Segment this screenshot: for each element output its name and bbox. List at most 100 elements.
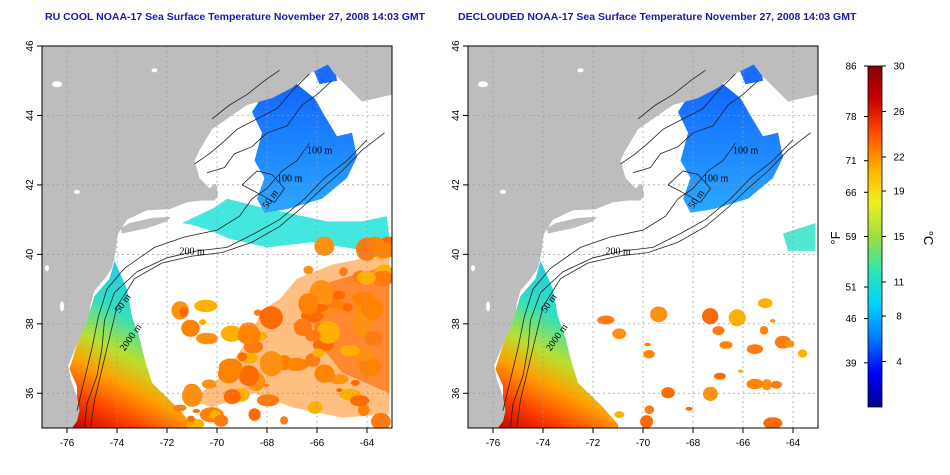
celsius-tick-label: 11 xyxy=(894,277,905,288)
fahrenheit-unit-label: °F xyxy=(828,231,843,244)
celsius-tick-label: 22 xyxy=(893,152,905,163)
lon-tick-label: -74 xyxy=(536,438,551,449)
sst-patch xyxy=(797,349,808,358)
sst-shelf-cyan xyxy=(783,223,816,251)
sst-patch xyxy=(372,270,392,287)
temperature-colorbar: 30 26 22 19 15 11 8 4 86 78 71 66 59 51 46 39 °F °C xyxy=(828,62,936,408)
sst-patch xyxy=(213,414,229,427)
sst-patch xyxy=(784,340,795,348)
sst-patch xyxy=(181,319,200,337)
depth-contour xyxy=(516,132,811,427)
lat-tick-label: 42 xyxy=(25,179,36,191)
sst-patch xyxy=(223,389,241,405)
sst-patch xyxy=(238,365,260,386)
fahrenheit-tick-label: 71 xyxy=(845,156,857,167)
depth-contour xyxy=(502,142,736,411)
lat-tick-label: 44 xyxy=(25,109,36,121)
lat-tick-label: 46 xyxy=(25,40,36,52)
land-mass xyxy=(42,46,337,428)
sst-patch xyxy=(237,325,261,345)
sst-patch xyxy=(702,308,719,325)
contour-label: 200 m xyxy=(180,246,206,257)
sst-patch xyxy=(359,357,381,377)
sst-patch xyxy=(340,345,360,357)
sst-patch xyxy=(316,321,340,344)
sst-patch xyxy=(644,405,655,415)
lake xyxy=(52,81,62,88)
sst-patch xyxy=(192,409,201,413)
sst-patch xyxy=(371,412,391,428)
lon-tick-label: -70 xyxy=(210,438,225,449)
lon-tick-label: -70 xyxy=(636,438,651,449)
celsius-unit-label: °C xyxy=(921,231,936,246)
sst-coastal-band xyxy=(495,247,618,428)
depth-contour xyxy=(241,170,286,203)
sst-patch xyxy=(357,403,370,417)
depth-contour xyxy=(667,170,712,203)
lake xyxy=(74,189,80,194)
colorbar-gradient xyxy=(867,65,883,408)
fahrenheit-tick-label: 86 xyxy=(845,62,857,73)
nova-scotia xyxy=(740,46,818,102)
celsius-tick-label: 15 xyxy=(893,232,905,243)
contour-label: 100 m xyxy=(703,173,729,184)
celsius-tick-label: 30 xyxy=(893,62,905,73)
lake xyxy=(486,301,490,312)
depth-contour xyxy=(211,69,280,120)
contour-label: 100 m xyxy=(733,146,759,157)
sst-patch xyxy=(746,344,764,354)
sst-patch xyxy=(298,293,319,315)
nova-scotia xyxy=(314,46,392,102)
lon-tick-label: -76 xyxy=(486,438,501,449)
sst-patch xyxy=(201,379,217,389)
lon-tick-label: -64 xyxy=(360,438,375,449)
lat-tick-label: 36 xyxy=(451,387,462,399)
sst-patch xyxy=(746,378,764,390)
depth-contour xyxy=(84,139,368,427)
fahrenheit-tick-label: 66 xyxy=(845,188,857,199)
sst-patch xyxy=(357,271,376,285)
sst-patch xyxy=(703,386,718,401)
sst-gulf-of-maine xyxy=(252,73,357,213)
sst-patch xyxy=(612,328,627,340)
left-map-title: RU COOL NOAA-17 Sea Surface Temperature … xyxy=(45,11,426,23)
depth-contour xyxy=(620,73,736,165)
sst-patch xyxy=(763,417,783,428)
long-island xyxy=(120,216,171,234)
sst-patch xyxy=(712,326,725,336)
lake xyxy=(151,68,158,73)
sst-patch xyxy=(350,380,360,386)
lat-tick-label: 40 xyxy=(25,248,36,260)
depth-contour xyxy=(637,69,706,120)
sst-patch xyxy=(259,351,284,377)
lon-tick-label: -66 xyxy=(310,438,325,449)
lon-tick-label: -74 xyxy=(110,438,125,449)
lon-tick-label: -64 xyxy=(786,438,801,449)
fahrenheit-tick-label: 46 xyxy=(845,314,857,325)
depth-contour xyxy=(510,139,794,427)
sst-patch xyxy=(314,364,335,383)
sst-patch xyxy=(372,242,392,259)
fahrenheit-tick-label: 39 xyxy=(845,358,857,369)
sst-patch xyxy=(644,342,651,347)
sst-patch xyxy=(361,297,384,320)
sst-patch xyxy=(597,315,615,325)
sst-coastal-band xyxy=(69,247,192,428)
lon-tick-label: -68 xyxy=(686,438,701,449)
lake xyxy=(471,265,475,272)
sst-patch xyxy=(364,331,383,346)
lat-tick-label: 46 xyxy=(451,40,462,52)
lake xyxy=(60,301,64,312)
depth-contour xyxy=(206,80,333,174)
contour-label: 100 m xyxy=(307,146,333,157)
lon-tick-label: -72 xyxy=(160,438,175,449)
depth-contour xyxy=(76,142,310,411)
sst-patch xyxy=(307,401,323,414)
sst-patch xyxy=(355,237,378,261)
lake xyxy=(478,81,488,88)
land-mass xyxy=(468,46,763,428)
lon-tick-label: -72 xyxy=(586,438,601,449)
contour-label: 200 m xyxy=(606,246,632,257)
